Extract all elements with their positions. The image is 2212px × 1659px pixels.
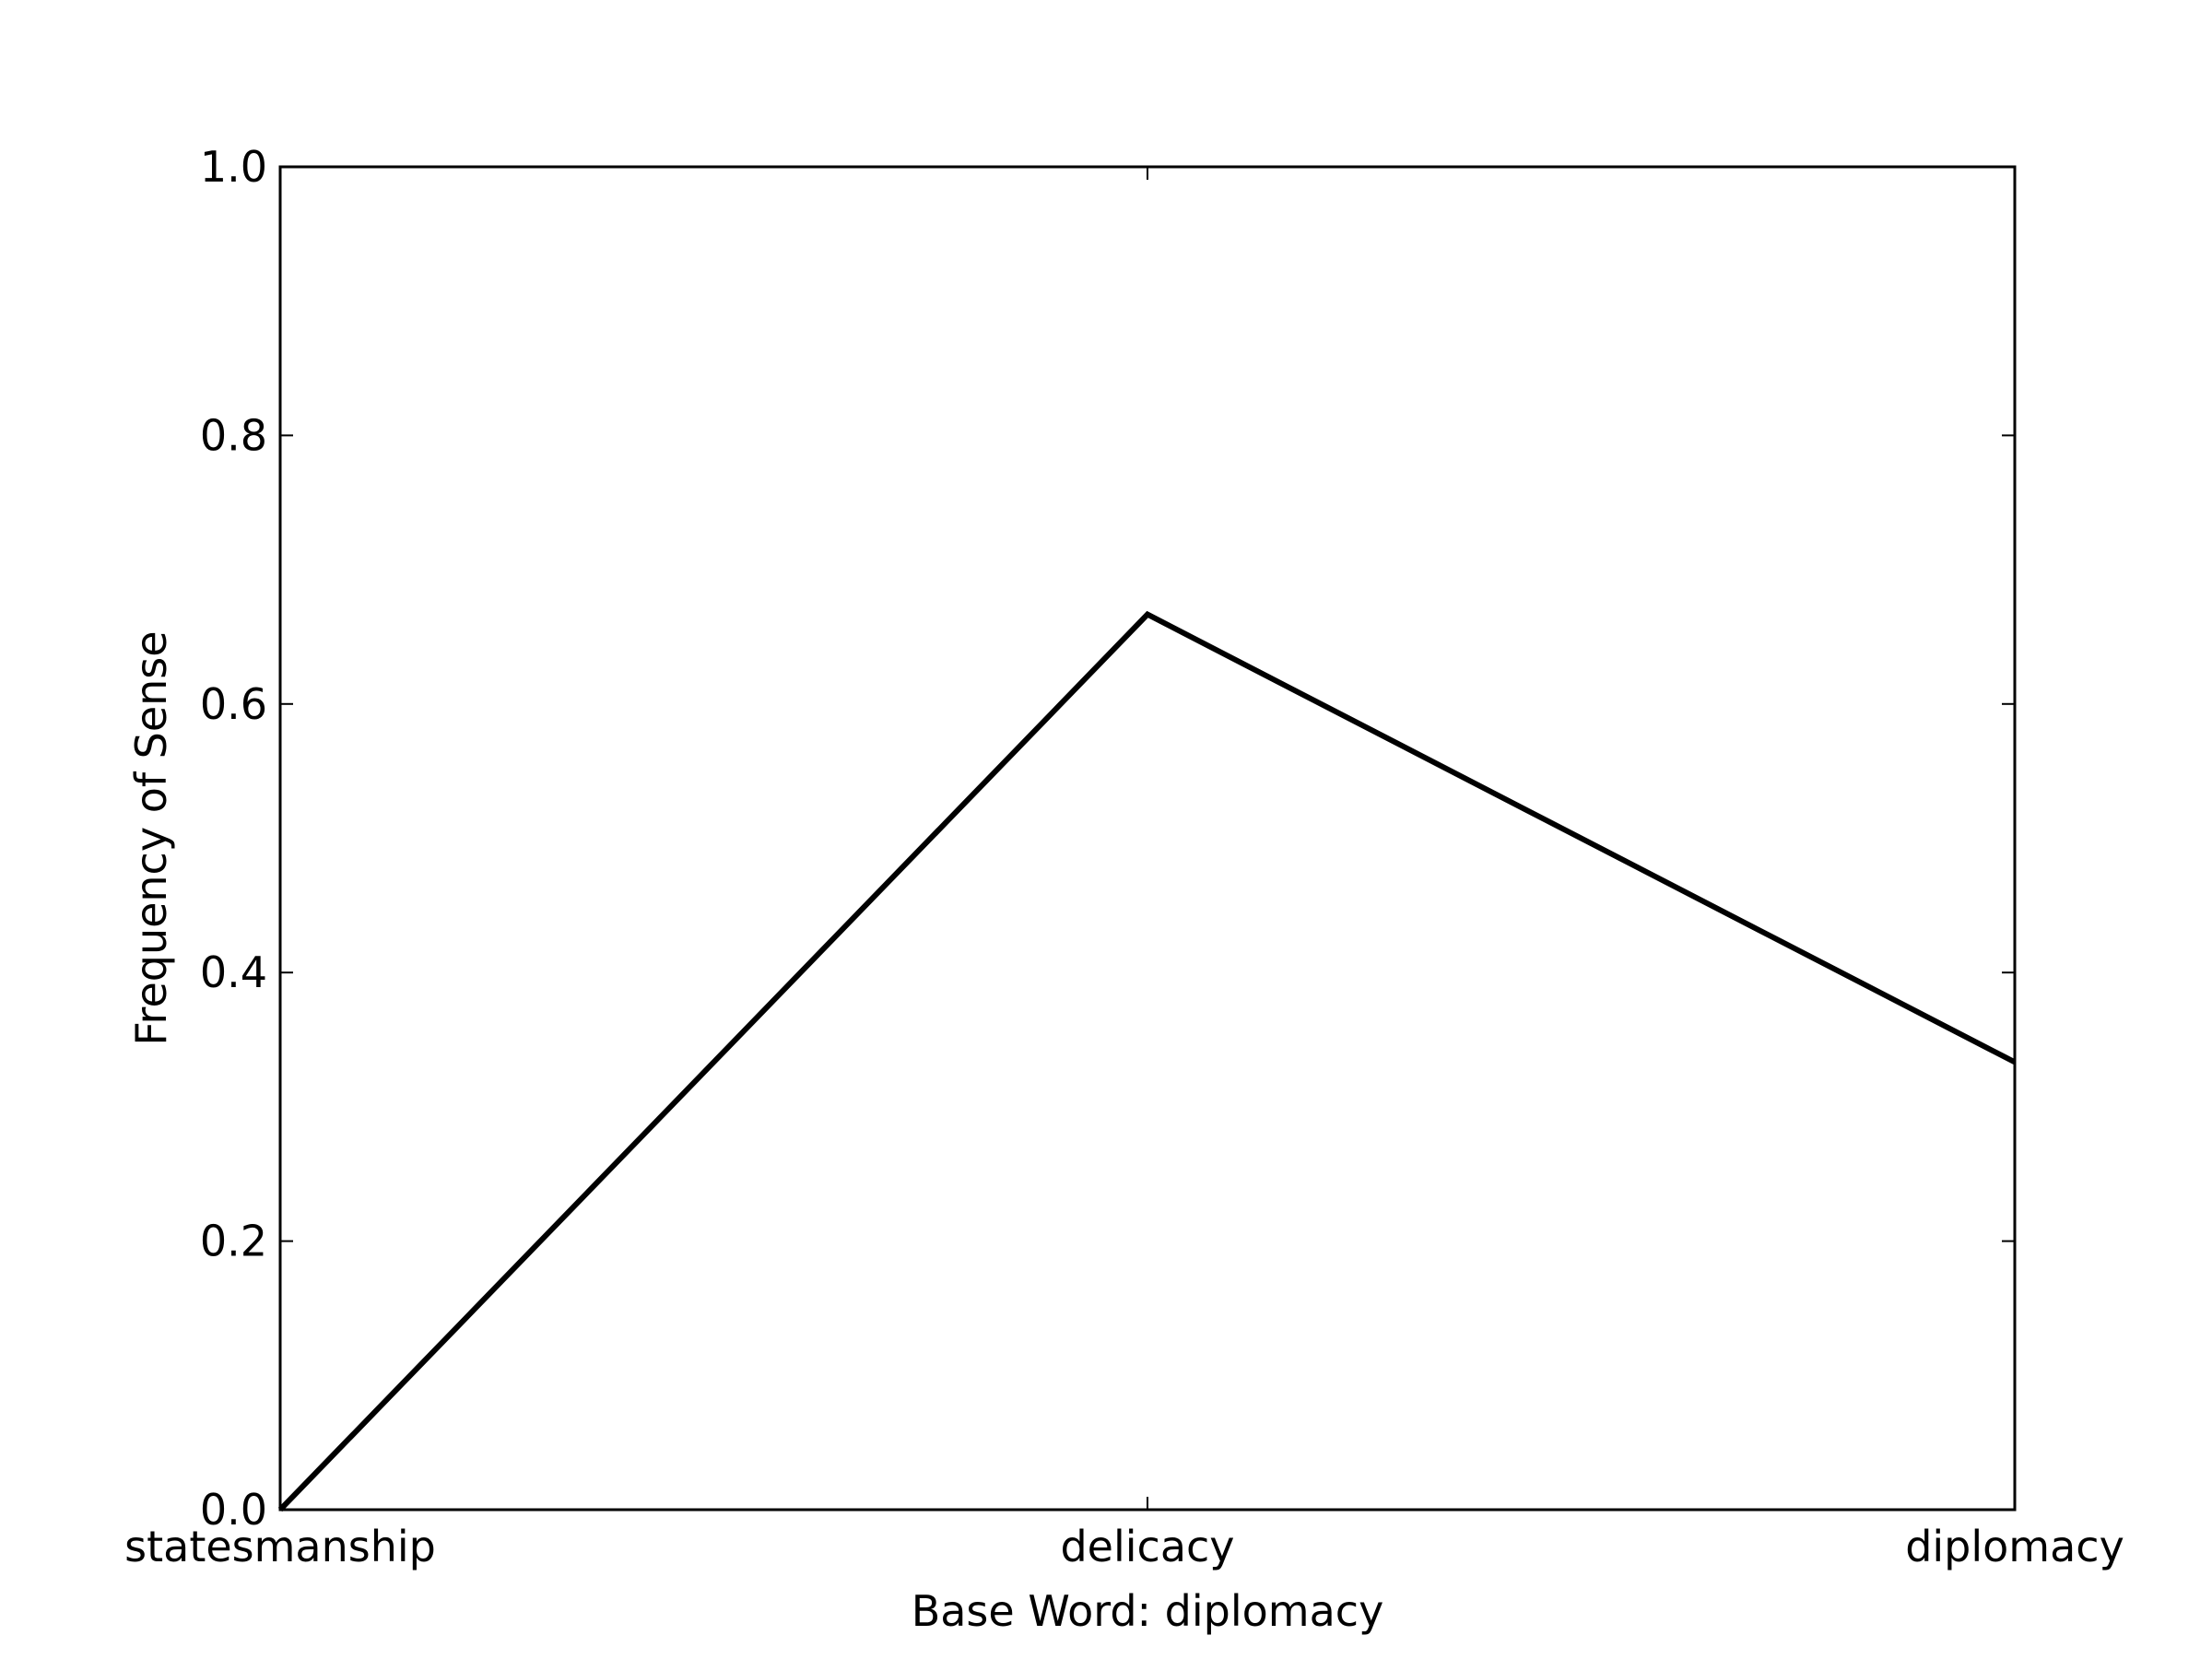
y-tick-label: 1.0: [200, 142, 267, 192]
y-tick-label: 0.2: [200, 1217, 267, 1266]
y-tick-label: 0.6: [200, 679, 267, 729]
x-tick-label-delicacy: delicacy: [1060, 1522, 1234, 1571]
series-line-0: [277, 610, 2017, 1512]
x-axis-label: Base Word: diplomacy: [912, 1586, 1384, 1636]
series-layer: [277, 610, 2017, 1512]
data-point-delicacy: [1147, 614, 1148, 616]
x-tick-label-statesmanship: statesmanship: [124, 1522, 436, 1571]
y-tick-label: 0.4: [200, 947, 267, 997]
y-tick-label: 0.8: [200, 410, 267, 460]
y-axis-ticks: [280, 166, 2015, 1511]
y-axis-label: Frequency of Sense: [126, 630, 176, 1045]
y-axis-tick-labels: 0.0 0.2 0.4 0.6 0.8 1.0: [200, 142, 267, 1535]
x-axis-tick-labels: statesmanship delicacy diplomacy: [124, 1522, 2124, 1571]
plot-frame: [278, 165, 2017, 1512]
x-tick-label-diplomacy: diplomacy: [1905, 1522, 2124, 1571]
y-tick-label: 0.0: [200, 1485, 267, 1535]
x-axis-ticks: [279, 167, 2016, 1510]
